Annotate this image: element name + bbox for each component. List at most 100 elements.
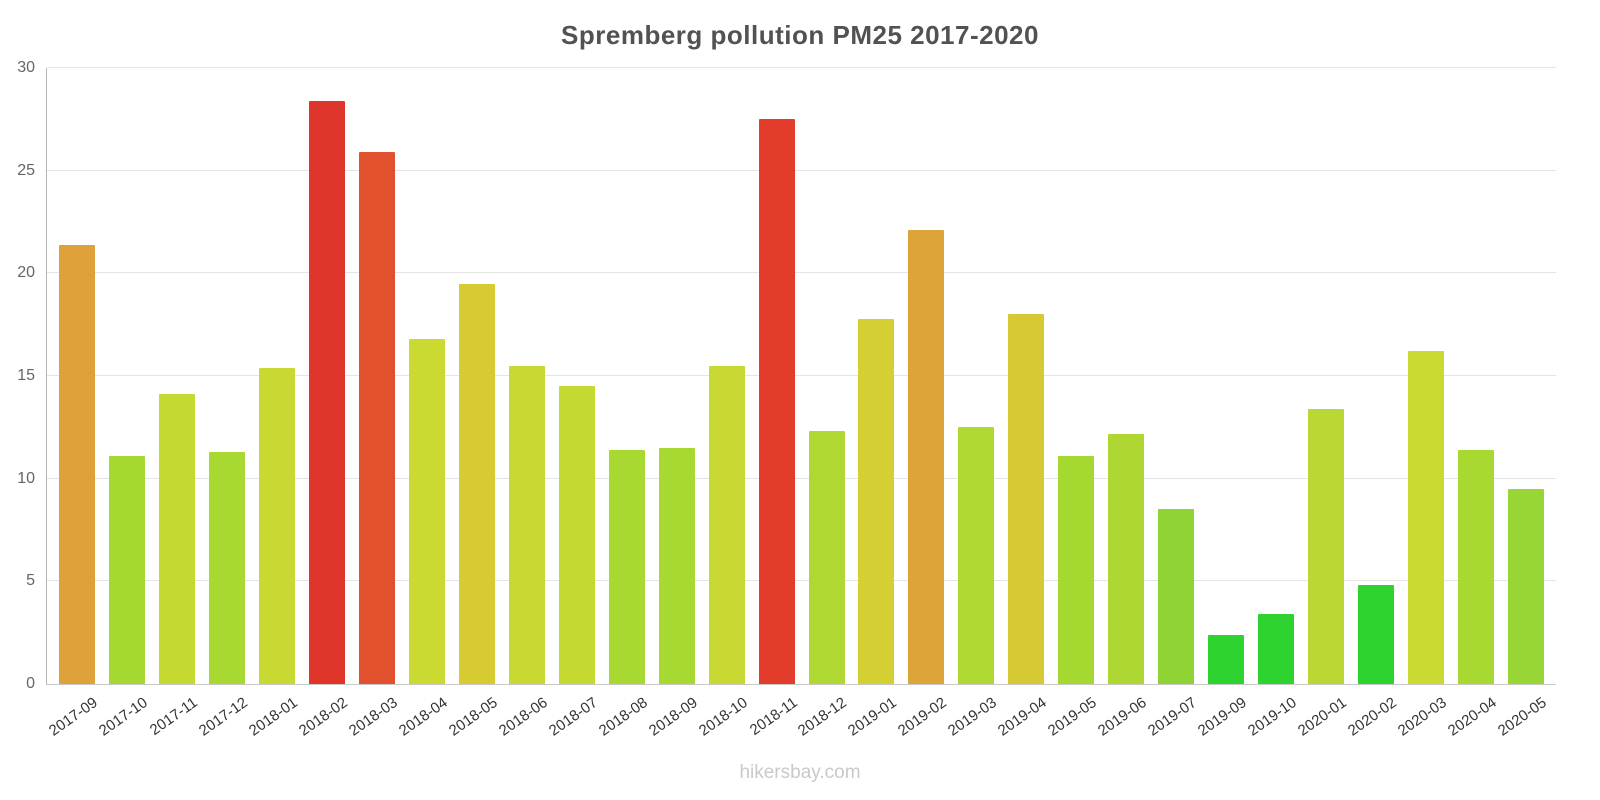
- bar-2020-03[interactable]: [1408, 351, 1445, 684]
- x-axis-label: 2019-01: [845, 694, 901, 740]
- x-axis-label: 2017-10: [95, 694, 151, 740]
- bar-slot-2019-05: 2019-05: [1045, 68, 1101, 740]
- x-axis-label: 2020-05: [1494, 694, 1550, 740]
- x-axis-label: 2018-01: [245, 694, 301, 740]
- bar-2019-05[interactable]: [1058, 456, 1095, 684]
- x-axis-label: 2018-11: [746, 694, 801, 739]
- bar-2019-06[interactable]: [1108, 433, 1145, 684]
- bar-slot-2018-07: 2018-07: [546, 68, 602, 740]
- bar-slot-2019-09: 2019-09: [1195, 68, 1251, 740]
- x-axis-label: 2019-09: [1195, 694, 1251, 740]
- bar-2017-09[interactable]: [58, 244, 95, 684]
- gridline: [47, 169, 1556, 171]
- source-watermark: hikersbay.com: [739, 762, 861, 783]
- bar-2018-11[interactable]: [758, 119, 795, 684]
- bar-2017-12[interactable]: [208, 451, 245, 684]
- bar-2018-02[interactable]: [308, 100, 345, 684]
- x-axis-label: 2019-03: [945, 694, 1001, 740]
- bar-2018-06[interactable]: [508, 365, 545, 684]
- bar-slot-2018-01: 2018-01: [246, 68, 302, 740]
- x-axis-label: 2019-10: [1245, 694, 1300, 740]
- x-axis-label: 2018-10: [695, 694, 751, 740]
- x-axis-label: 2019-05: [1045, 694, 1101, 740]
- x-axis-label: 2017-09: [45, 694, 101, 740]
- bar-slot-2018-11: 2018-11: [746, 68, 802, 739]
- bar-2019-09[interactable]: [1208, 634, 1245, 684]
- bar-2020-01[interactable]: [1308, 408, 1345, 684]
- x-axis-label: 2018-05: [445, 694, 501, 740]
- bar-2019-03[interactable]: [958, 427, 995, 684]
- bar-2020-02[interactable]: [1358, 585, 1395, 684]
- bar-2018-01[interactable]: [258, 367, 295, 684]
- bars-container: 2017-09 2017-10 2017-11 2017-12 2018-01 2018-…: [46, 68, 1556, 740]
- x-axis-label: 2018-03: [345, 694, 401, 740]
- bar-2018-10[interactable]: [708, 365, 745, 684]
- y-axis-tick-label: 0: [26, 675, 35, 692]
- bar-slot-2019-02: 2019-02: [895, 68, 951, 740]
- bar-slot-2018-06: 2018-06: [496, 68, 552, 740]
- y-axis-tick-label: 15: [17, 367, 35, 384]
- bar-slot-2020-01: 2020-01: [1295, 68, 1351, 740]
- x-axis-label: 2019-07: [1145, 694, 1201, 740]
- bar-2017-10[interactable]: [108, 456, 145, 684]
- bar-slot-2020-03: 2020-03: [1395, 68, 1451, 740]
- x-axis-label: 2018-12: [795, 694, 851, 740]
- x-axis-label: 2020-03: [1395, 694, 1450, 740]
- bar-slot-2019-06: 2019-06: [1095, 68, 1151, 740]
- x-axis-label: 2019-06: [1095, 694, 1151, 740]
- bar-slot-2018-02: 2018-02: [296, 68, 352, 740]
- y-axis-tick-label: 10: [17, 469, 35, 487]
- x-axis-label: 2018-02: [295, 694, 351, 740]
- gridline: [47, 375, 1556, 376]
- bar-slot-2018-10: 2018-10: [695, 68, 752, 740]
- bar-2019-10[interactable]: [1258, 614, 1295, 684]
- bar-slot-2019-03: 2019-03: [945, 68, 1001, 740]
- y-axis-tick-label: 5: [26, 572, 35, 590]
- gridline: [47, 67, 1556, 68]
- chart-plot-area: 2017-09 2017-10 2017-11 2017-12 2018-01 2018-…: [17, 60, 1556, 740]
- bar-2018-04[interactable]: [408, 339, 445, 684]
- y-axis-tick-label: 25: [17, 161, 35, 179]
- bar-slot-2020-04: 2020-04: [1445, 68, 1501, 740]
- x-axis-label: 2018-06: [495, 694, 551, 740]
- bar-2019-07[interactable]: [1158, 509, 1195, 684]
- gridline: [47, 477, 1556, 479]
- x-axis-label: 2018-04: [395, 694, 451, 740]
- bar-2018-12[interactable]: [808, 431, 845, 684]
- bar-slot-2017-11: 2017-11: [147, 68, 202, 739]
- bar-2020-05[interactable]: [1508, 488, 1545, 684]
- bar-slot-2018-08: 2018-08: [596, 68, 652, 740]
- bar-2018-03[interactable]: [358, 152, 395, 684]
- bar-slot-2018-12: 2018-12: [795, 68, 852, 740]
- bar-slot-2019-04: 2019-04: [995, 68, 1051, 740]
- bar-2019-02[interactable]: [908, 230, 945, 684]
- bar-2018-08[interactable]: [608, 449, 645, 684]
- x-axis-label: 2020-02: [1345, 694, 1400, 740]
- bar-2020-04[interactable]: [1458, 449, 1495, 684]
- bar-slot-2020-05: 2020-05: [1495, 68, 1551, 740]
- bar-slot-2019-07: 2019-07: [1145, 68, 1201, 740]
- bar-2017-11[interactable]: [158, 394, 195, 684]
- x-axis-label: 2020-01: [1295, 694, 1350, 740]
- gridline: [47, 272, 1556, 274]
- gridline: [47, 580, 1556, 582]
- bar-slot-2019-10: 2019-10: [1245, 68, 1301, 740]
- bar-slot-2017-10: 2017-10: [96, 68, 152, 740]
- x-axis-label: 2018-09: [645, 694, 701, 740]
- bar-2018-05[interactable]: [458, 283, 495, 684]
- bar-slot-2017-09: 2017-09: [46, 68, 102, 740]
- x-axis-label: 2019-04: [995, 694, 1051, 740]
- bar-2019-04[interactable]: [1008, 314, 1045, 684]
- bar-2018-09[interactable]: [658, 447, 695, 684]
- x-axis-label: 2018-07: [545, 694, 601, 740]
- bar-slot-2018-09: 2018-09: [646, 68, 702, 740]
- x-axis-label: 2017-11: [146, 694, 201, 739]
- bar-2018-07[interactable]: [558, 386, 595, 684]
- x-axis-label: 2018-08: [595, 694, 651, 740]
- x-axis-label: 2019-02: [895, 694, 951, 740]
- bar-slot-2018-05: 2018-05: [446, 68, 502, 740]
- bar-slot-2017-12: 2017-12: [196, 68, 252, 740]
- x-axis-label: 2017-12: [195, 694, 251, 740]
- bar-2019-01[interactable]: [858, 318, 895, 684]
